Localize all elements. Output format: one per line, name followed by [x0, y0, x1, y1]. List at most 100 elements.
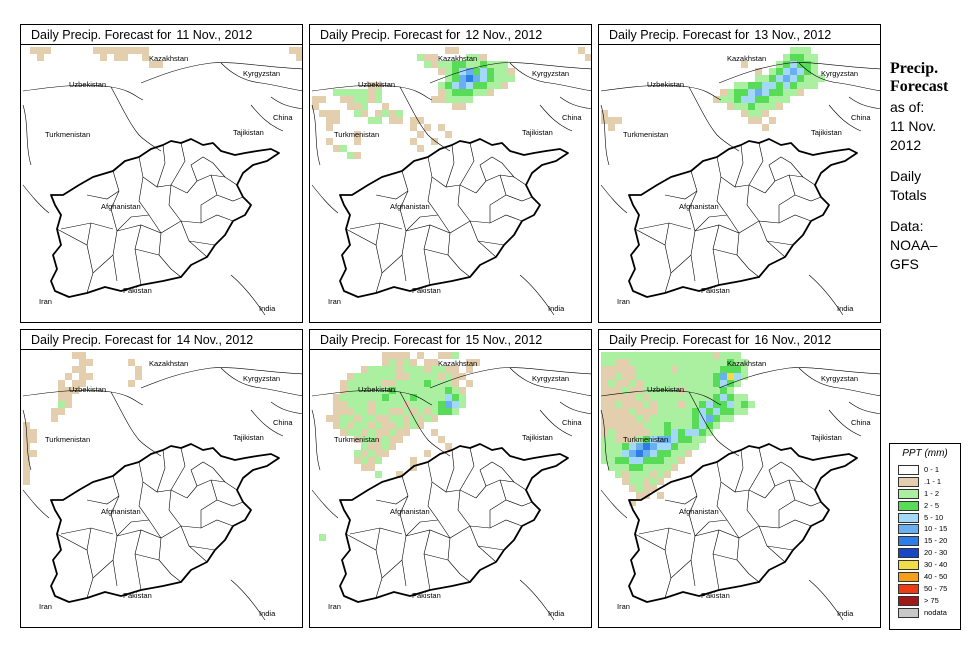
- precip-cell: [643, 394, 650, 401]
- label-iran: Iran: [39, 297, 52, 306]
- precip-cell: [361, 373, 368, 380]
- precip-cell: [65, 373, 72, 380]
- precip-cell: [615, 415, 622, 422]
- data-label: Data:: [890, 218, 924, 234]
- province-border: [375, 244, 383, 294]
- precip-cell: [622, 352, 629, 359]
- precip-cell: [382, 110, 389, 117]
- precip-cell: [783, 68, 790, 75]
- province-border: [670, 559, 692, 579]
- precip-cell: [615, 117, 622, 124]
- precip-cell: [720, 359, 727, 366]
- precip-cell: [431, 373, 438, 380]
- precip-cell: [664, 443, 671, 450]
- precip-cell: [452, 401, 459, 408]
- precip-cell: [431, 408, 438, 415]
- precip-cell: [629, 471, 636, 478]
- precip-cell: [37, 54, 44, 61]
- precip-cell: [650, 352, 657, 359]
- label-afghanistan: Afghanistan: [679, 507, 719, 516]
- precip-cell: [790, 75, 797, 82]
- province-border: [156, 449, 166, 493]
- province-border: [694, 519, 812, 539]
- precip-cell: [657, 415, 664, 422]
- precip-cell: [333, 89, 340, 96]
- precip-cell: [741, 373, 748, 380]
- precip-cell: [692, 429, 699, 436]
- precip-cell: [650, 401, 657, 408]
- precip-cell: [466, 75, 473, 82]
- precip-cell: [671, 408, 678, 415]
- precip-cell: [326, 117, 333, 124]
- precip-cell: [713, 96, 720, 103]
- precip-cell: [107, 47, 114, 54]
- precip-cell: [72, 366, 79, 373]
- precip-cell: [734, 380, 741, 387]
- precip-cell: [424, 408, 431, 415]
- precip-cell: [452, 394, 459, 401]
- precip-cell: [678, 429, 685, 436]
- country-border: [600, 409, 610, 471]
- country-border: [429, 62, 591, 84]
- precip-cell: [629, 401, 636, 408]
- label-china: China: [562, 418, 582, 427]
- precip-cell: [643, 387, 650, 394]
- province-border: [694, 519, 728, 537]
- precip-cell: [720, 352, 727, 359]
- precip-cell: [354, 138, 361, 145]
- precip-cell: [720, 394, 727, 401]
- country-border: [559, 401, 591, 415]
- legend-swatch: [898, 595, 919, 606]
- precip-cell: [622, 457, 629, 464]
- label-kyrgyzstan: Kyrgyzstan: [243, 374, 280, 383]
- precip-cell: [762, 75, 769, 82]
- legend-item: 20 - 30: [890, 547, 960, 559]
- province-border: [664, 495, 698, 505]
- precip-cell: [417, 366, 424, 373]
- precip-cell: [354, 450, 361, 457]
- precip-cell: [608, 394, 615, 401]
- precip-cell: [755, 75, 762, 82]
- precip-cell: [459, 387, 466, 394]
- precip-cell: [424, 359, 431, 366]
- province-border: [694, 214, 728, 232]
- precip-cell: [699, 352, 706, 359]
- precip-cell: [734, 366, 741, 373]
- precip-cell: [615, 373, 622, 380]
- precip-cell: [692, 422, 699, 429]
- precip-cell: [354, 110, 361, 117]
- precip-cell: [501, 61, 508, 68]
- precip-cell: [347, 96, 354, 103]
- precip-cell: [79, 359, 86, 366]
- precip-cell: [445, 443, 452, 450]
- precip-cell: [403, 394, 410, 401]
- precip-cell: [601, 387, 608, 394]
- legend-item: nodata: [890, 607, 960, 619]
- precip-cell: [23, 457, 30, 464]
- precip-cell: [608, 422, 615, 429]
- afghanistan-border: [339, 138, 569, 298]
- precip-cell: [685, 408, 692, 415]
- label-china: China: [562, 113, 582, 122]
- precip-cell: [615, 359, 622, 366]
- precip-cell: [727, 401, 734, 408]
- precip-cell: [347, 408, 354, 415]
- precip-cell: [685, 359, 692, 366]
- precip-cell: [445, 373, 452, 380]
- precip-cell: [79, 366, 86, 373]
- precip-cell: [643, 492, 650, 499]
- province-border: [180, 525, 208, 563]
- precip-cells: [30, 47, 302, 68]
- label-tajikistan: Tajikistan: [811, 433, 842, 442]
- precip-cell: [762, 96, 769, 103]
- precip-cell: [601, 366, 608, 373]
- precip-cell: [671, 457, 678, 464]
- precip-cell: [312, 103, 319, 110]
- legend-title: PPT (mm): [902, 448, 948, 459]
- province-border: [445, 449, 455, 493]
- precip-cell: [601, 380, 608, 387]
- precip-cell: [382, 359, 389, 366]
- precip-cell: [459, 61, 466, 68]
- precip-cell: [692, 366, 699, 373]
- precip-cell: [727, 359, 734, 366]
